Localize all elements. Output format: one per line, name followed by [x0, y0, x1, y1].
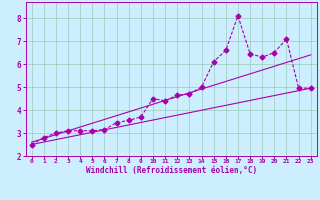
X-axis label: Windchill (Refroidissement éolien,°C): Windchill (Refroidissement éolien,°C): [86, 166, 257, 175]
